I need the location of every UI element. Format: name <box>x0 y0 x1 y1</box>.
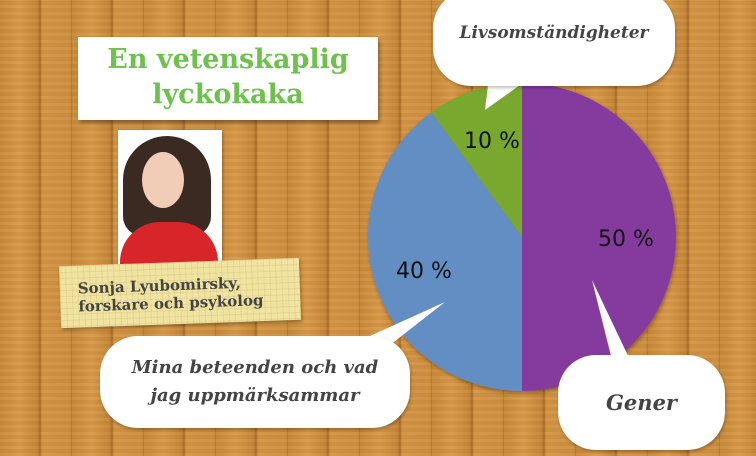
bubble-left-line-2: jag uppmärksammar <box>150 385 360 406</box>
bubble-livsomstandigheter: Livsomständigheter <box>433 0 675 86</box>
bubble-left-tail <box>350 302 445 345</box>
bubble-top-tail <box>485 85 520 110</box>
label-gener-value: 50 % <box>598 227 654 252</box>
pie-slice-2 <box>431 83 522 237</box>
portrait-face <box>142 152 184 208</box>
title-line-1: En vetenskaplig <box>107 44 349 75</box>
title-card: En vetenskaplig lyckokaka <box>78 37 378 120</box>
pie-slice-0 <box>522 83 676 391</box>
label-livs-value: 10 % <box>464 129 520 154</box>
bubble-top-text: Livsomständigheter <box>459 23 649 43</box>
bubble-right-text: Gener <box>606 390 677 415</box>
portrait-sweater <box>120 222 218 266</box>
portrait-photo <box>118 130 222 268</box>
label-beteenden-value: 40 % <box>396 259 452 284</box>
bubble-beteenden: Mina beteenden och vad jag uppmärksammar <box>100 336 410 428</box>
bubble-left-line-1: Mina beteenden och vad <box>131 357 379 378</box>
bubble-right-tail <box>592 280 630 360</box>
bubble-gener: Gener <box>558 355 725 450</box>
title-line-2: lyckokaka <box>152 79 304 110</box>
